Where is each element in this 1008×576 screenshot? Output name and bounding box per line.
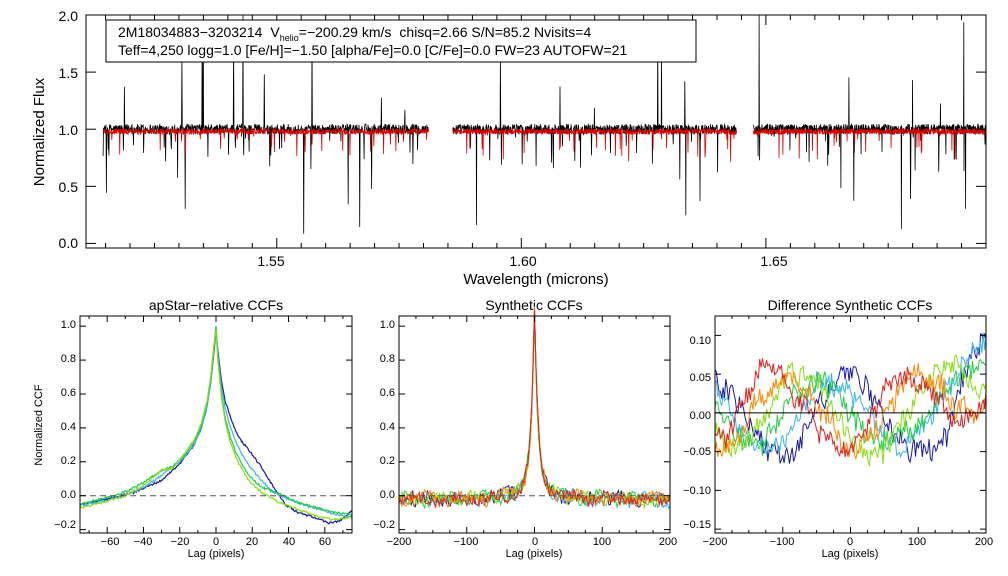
apstar-ccf-xtick-label: −40: [134, 536, 153, 548]
spectrum-series-group: [102, 14, 987, 234]
difference-ccf-title: Difference Synthetic CCFs: [768, 297, 933, 313]
vhelio-subscript: helio: [280, 33, 299, 43]
vhelio-value: =−200.29 km/s: [299, 24, 392, 40]
synthetic-ccf-ytick-label: −0.2: [373, 519, 395, 531]
apstar-ccf-title: apStar−relative CCFs: [149, 297, 283, 313]
apstar-ccf-ticks: [80, 316, 352, 533]
synthetic-ccf-series-2-line: [399, 306, 671, 510]
spectrum-ytick-label: 0.5: [59, 179, 79, 195]
star-id: 2M18034883−3203214: [118, 24, 263, 40]
apstar-ccf-xtick-label: 60: [319, 536, 331, 548]
synthetic-ccf-ytick-label: 0.6: [380, 387, 395, 399]
fit-stats: chisq=2.66 S/N=85.2 Nvisits=4: [399, 24, 591, 40]
synthetic-ccf-series-1-line: [398, 305, 671, 508]
apstar-ccf-ytick-label: 0.0: [61, 489, 76, 501]
vhelio-symbol: V: [270, 24, 280, 40]
synthetic-ccf-panel: Synthetic CCFs −200 −100 0 100 200 −0.2 …: [373, 297, 677, 560]
apstar-ccf-ytick-label: 0.2: [61, 455, 76, 467]
spectrum-info-box: 2M18034883−3203214 Vhelio=−200.29 km/s chi…: [105, 19, 697, 63]
difference-ccf-ytick-label: 0.05: [690, 372, 711, 384]
difference-ccf-series-6-line: [714, 358, 987, 457]
spectrum-xtick-label: 1.55: [257, 253, 284, 269]
synthetic-ccf-xtick-label: 0: [532, 536, 538, 548]
synthetic-ccf-title: Synthetic CCFs: [485, 297, 582, 313]
difference-ccf-xtick-label: 200: [975, 536, 993, 548]
apstar-ccf-visit-1-line: [79, 331, 353, 525]
spectrum-plot-frame: [85, 14, 987, 249]
spectrum-model-line-chip1: [102, 127, 429, 157]
apstar-ccf-ytick-label: 0.8: [61, 353, 76, 365]
synthetic-ccf-ytick-label: 1.0: [380, 319, 395, 331]
apstar-ccf-xtick-label: −20: [171, 536, 190, 548]
synthetic-ccf-ytick-label: 0.4: [380, 421, 395, 433]
difference-ccf-series-1-line: [714, 332, 987, 464]
synthetic-ccf-xtick-label: 200: [659, 536, 677, 548]
spectrum-observed-line-chip3: [752, 14, 987, 229]
apstar-ccf-visit-2-line: [79, 327, 353, 518]
apstar-ccf-visit-4-line: [79, 329, 353, 521]
apstar-ccf-plot-frame: [79, 315, 353, 534]
difference-ccf-ticks: [714, 316, 987, 533]
apstar-ccf-visit-3-line: [79, 326, 353, 516]
apstar-ccf-ytick-label: −0.2: [54, 519, 76, 531]
apstar-ccf-ytick-label: 0.4: [61, 421, 76, 433]
difference-ccf-ytick-label: 0.10: [690, 335, 711, 347]
apstar-ccf-y-axis-label: Normalized CCF: [33, 384, 45, 466]
info-line-2: Teff=4,250 logg=1.0 [Fe/H]=−1.50 [alpha/…: [118, 42, 627, 58]
difference-ccf-xtick-label: 0: [847, 536, 853, 548]
difference-ccf-series-5-line: [714, 363, 987, 460]
spectrum-xtick-label: 1.60: [509, 253, 536, 269]
difference-ccf-x-axis-label: Lag (pixels): [822, 548, 879, 560]
synthetic-ccf-xtick-label: 100: [593, 536, 611, 548]
synthetic-ccf-ytick-label: 0.2: [380, 455, 395, 467]
synthetic-ccf-series-6-line: [398, 310, 671, 508]
difference-ccf-ytick-label: 0.00: [690, 410, 711, 422]
apstar-ccf-xtick-label: −60: [101, 536, 120, 548]
synthetic-ccf-series-4-line: [398, 308, 671, 510]
spectrum-ytick-label: 1.5: [59, 65, 79, 81]
spectrum-ytick-label: 1.0: [59, 122, 79, 138]
spectrum-model-line-chip3: [752, 127, 987, 160]
spectrum-y-axis-label: Normalized Flux: [31, 77, 48, 186]
spectrum-ytick-label: 0.0: [59, 235, 79, 251]
difference-ccf-xtick-label: 100: [908, 536, 926, 548]
apstar-ccf-xtick-label: 40: [283, 536, 295, 548]
spectrum-ytick-label: 2.0: [59, 8, 79, 24]
difference-ccf-ytick-label: −0.15: [683, 519, 711, 531]
spectrum-model-line-chip2: [452, 127, 737, 162]
difference-ccf-ytick-label: −0.10: [683, 485, 711, 497]
info-line-1: 2M18034883−3203214 Vhelio=−200.29 km/s chi…: [118, 24, 591, 43]
apstar-ccf-ytick-label: 1.0: [61, 319, 76, 331]
difference-ccf-ytick-label: −0.05: [683, 446, 711, 458]
spectrum-x-axis-label: Wavelength (microns): [463, 271, 608, 288]
apstar-ccf-ytick-label: 0.6: [61, 387, 76, 399]
spectrum-xtick-label: 1.65: [760, 253, 787, 269]
difference-ccf-series-3-line: [714, 359, 987, 456]
difference-ccf-xtick-label: −100: [770, 536, 795, 548]
apstar-ccf-xtick-label: 0: [213, 536, 219, 548]
synthetic-ccf-ytick-label: 0.8: [380, 353, 395, 365]
synthetic-ccf-series-3-line: [398, 314, 670, 510]
synthetic-ccf-x-axis-label: Lag (pixels): [506, 548, 563, 560]
synthetic-ccf-ytick-label: 0.0: [380, 489, 395, 501]
difference-ccf-plot-frame: [714, 315, 987, 534]
synthetic-ccf-xtick-label: −200: [387, 536, 412, 548]
synthetic-ccf-xtick-label: −100: [454, 536, 479, 548]
apstar-ccf-x-axis-label: Lag (pixels): [188, 548, 245, 560]
synthetic-ccf-series-group: [398, 305, 671, 510]
synthetic-ccf-series-5-line: [398, 307, 671, 508]
spectrum-panel: 1.55 1.60 1.65 0.0 0.5 1.0 1.5 2.0 Wavel…: [31, 8, 987, 288]
apstar-ccf-panel: apStar−relative CCFs −60 −40 −20 0 20 40…: [33, 297, 353, 560]
apstar-ccf-series-group: [79, 326, 353, 525]
difference-ccf-xtick-label: −200: [703, 536, 728, 548]
difference-ccf-series-group: [714, 332, 987, 467]
synthetic-ccf-ticks: [398, 316, 671, 533]
difference-ccf-panel: Difference Synthetic CCFs −200 −100 0 10…: [683, 297, 993, 560]
apstar-ccf-xtick-label: 20: [246, 536, 258, 548]
